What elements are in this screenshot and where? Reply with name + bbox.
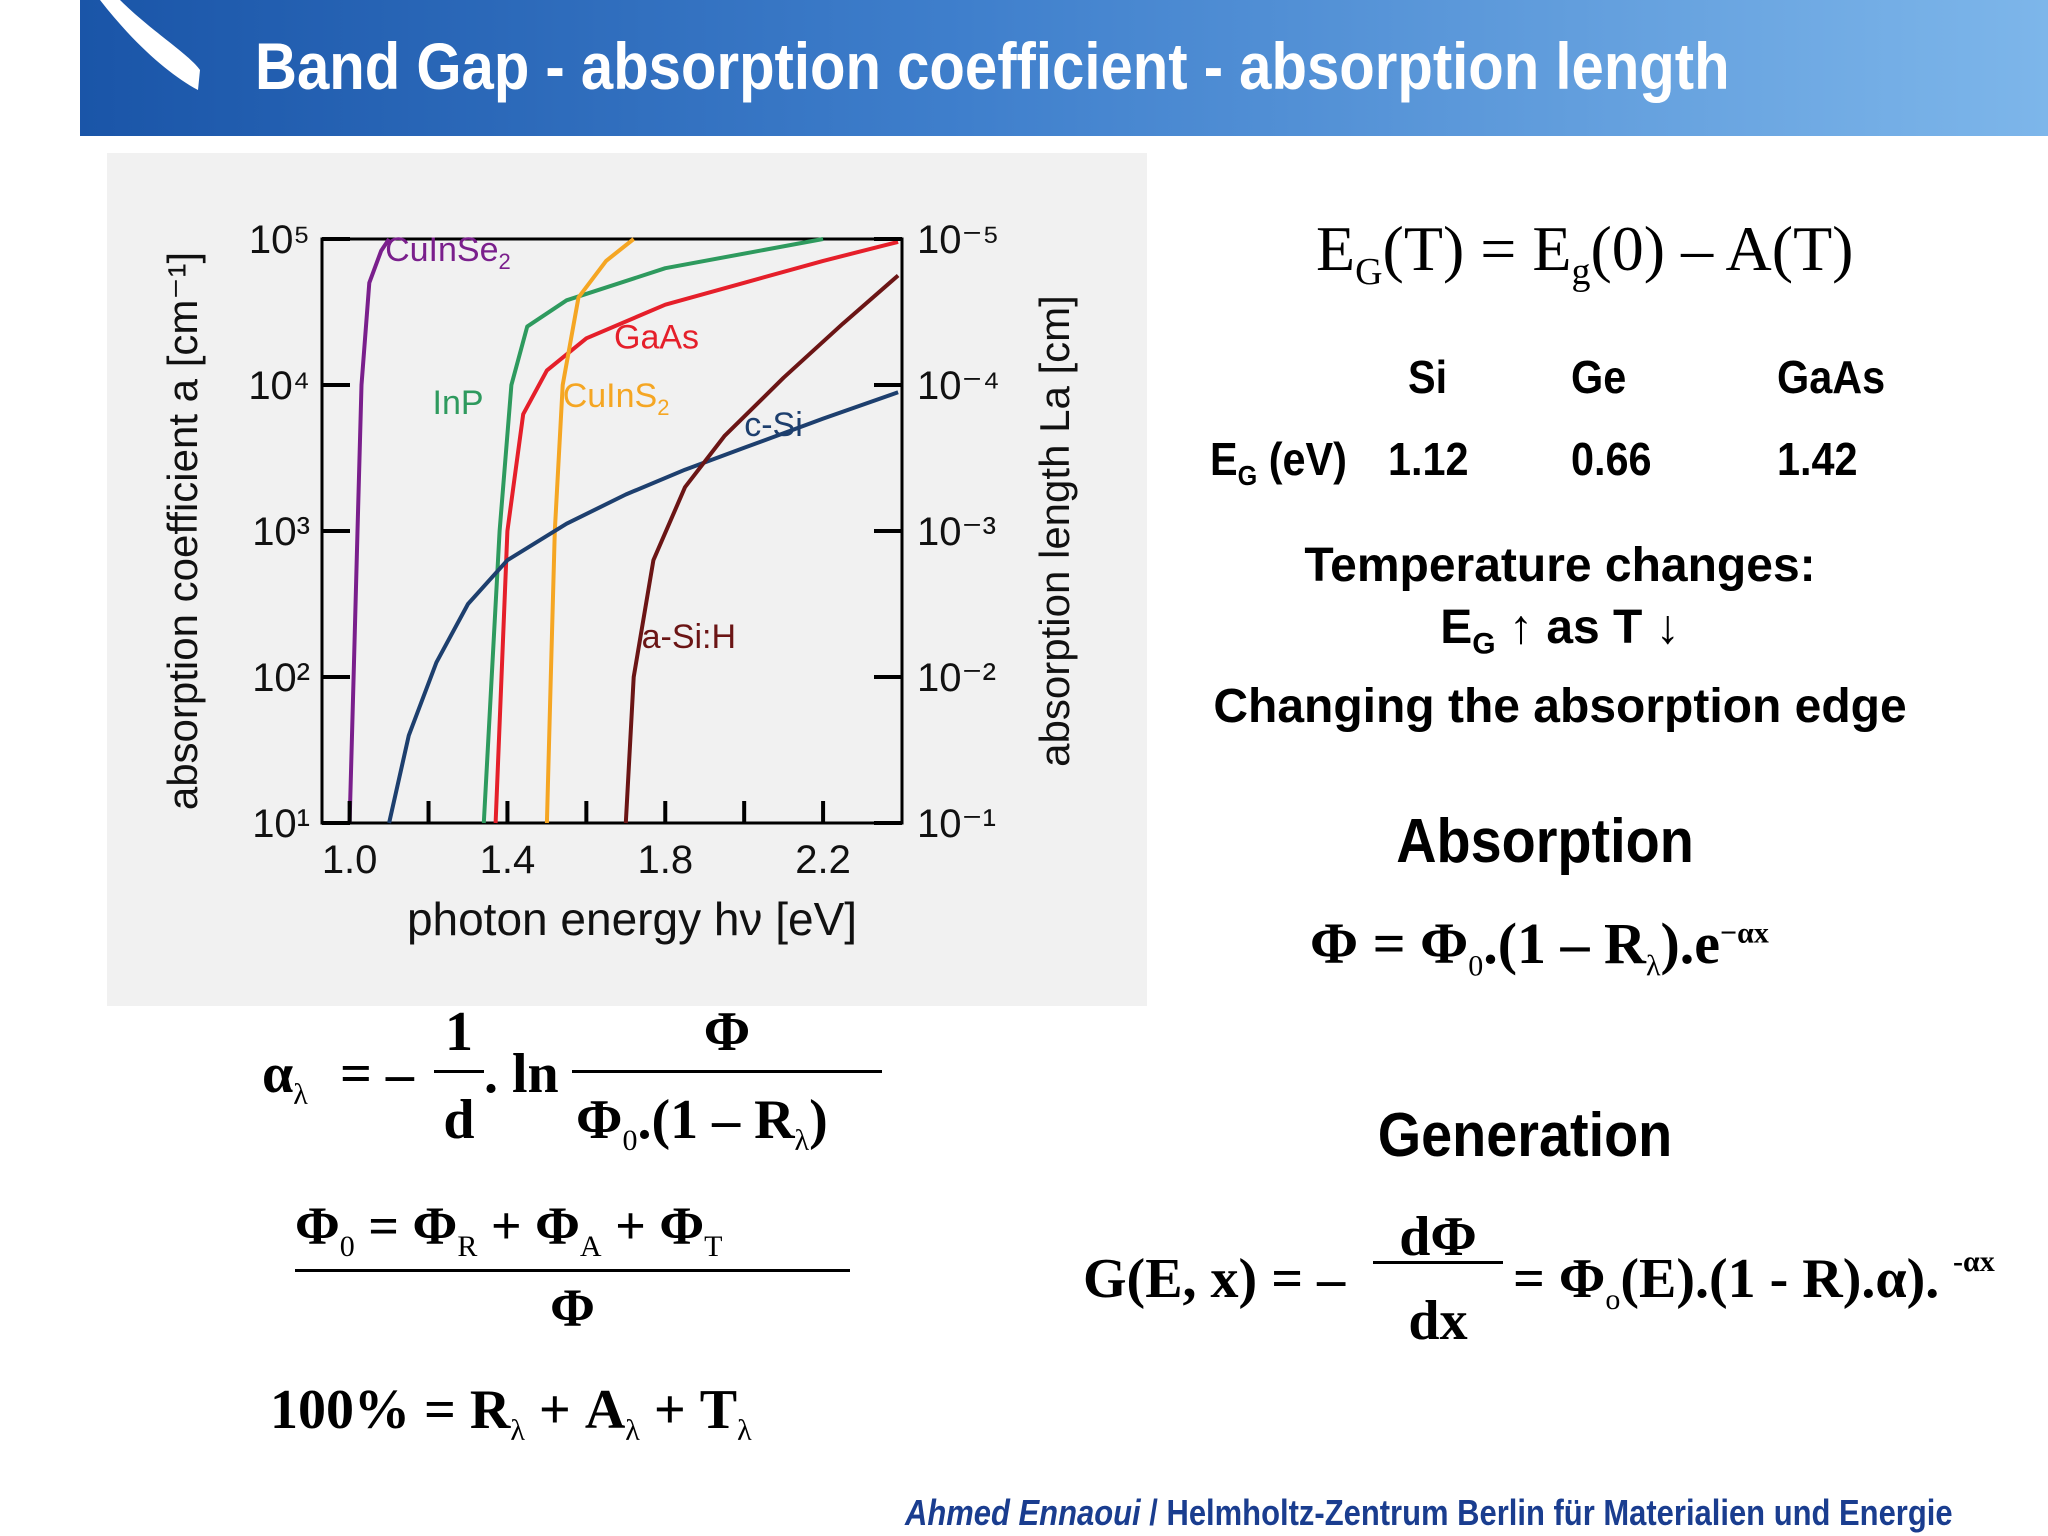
title-banner (80, 0, 2048, 136)
series-line-cuins2 (544, 237, 635, 824)
absorption-heading: Absorption (1396, 807, 1694, 876)
y-right-tick-label: 10⁻⁵ (917, 218, 999, 262)
y-right-tick-label: 10⁻⁴ (917, 364, 1000, 408)
temperature-line-2: EG ↑ as T ↓ (1440, 601, 1680, 661)
y-left-tick-label: 10⁵ (249, 218, 310, 262)
institution-name: Helmholtz-Zentrum Berlin für Materialien… (1166, 1492, 1953, 1533)
series-label-inp: InP (433, 384, 484, 422)
y-left-tick-label: 10⁴ (248, 364, 310, 408)
x-tick-label: 1.8 (637, 838, 693, 882)
x-tick-label: 1.4 (480, 838, 536, 882)
fraction-bar (434, 1070, 484, 1073)
author-name: Ahmed Ennaoui (905, 1492, 1141, 1533)
generation-heading: Generation (1377, 1101, 1673, 1170)
x-tick-label: 2.2 (795, 838, 851, 882)
fraction-bar (572, 1070, 882, 1073)
fraction-bar (295, 1269, 850, 1272)
series-label-cuinse2: CuInSe2 (385, 231, 511, 274)
y-right-tick-label: 10⁻³ (917, 510, 996, 554)
material-name: GaAs (1777, 351, 1886, 403)
y-right-tick-label: 10⁻² (917, 656, 996, 700)
footer-credit: Ahmed Ennaoui / Helmholtz-Zentrum Berlin… (905, 1492, 1953, 1533)
series-line-inp (481, 237, 824, 824)
y-right-tick-label: 10⁻¹ (917, 802, 996, 846)
bandgap-row-label: EG (eV) (1210, 433, 1347, 492)
y-left-axis-title: absorption coefficient a [cm⁻¹] (159, 252, 206, 810)
page-title: Band Gap - absorption coefficient - abso… (255, 29, 1730, 103)
absorption-equation: Φ = Φ0.(1 – Rλ).e−αx (1310, 911, 1769, 983)
material-name: Ge (1571, 351, 1627, 403)
absorption-chart: 10¹ 10⁻¹ 10² 10⁻² 10³ 10⁻³ 10⁴ 10⁻⁴ 10⁵ 10⁻⁵ 1.0 1.… (159, 218, 1078, 945)
temperature-line-3: Changing the absorption edge (1213, 679, 1907, 733)
series-line-c-si (387, 390, 899, 824)
series-line-a-si-h (623, 273, 900, 824)
fraction-bar (1373, 1261, 1503, 1264)
x-tick-label: 1.0 (322, 838, 378, 882)
series-label-c-si: c-Si (744, 406, 803, 444)
y-right-axis-title: absorption length La [cm] (1031, 295, 1078, 767)
absorption-chart-panel: 10¹ 10⁻¹ 10² 10⁻² 10³ 10⁻³ 10⁴ 10⁻⁴ 10⁵ 10⁻⁵ 1.0 1.… (107, 153, 1147, 1006)
series-label-gaas: GaAs (614, 319, 699, 357)
y-left-tick-label: 10² (252, 656, 310, 700)
bandgap-value: 0.66 (1571, 433, 1652, 485)
logo-swoosh-icon (100, 0, 200, 90)
bandgap-value: 1.42 (1777, 433, 1858, 485)
y-left-tick-label: 10³ (252, 510, 310, 554)
temperature-line-1: Temperature changes: (1304, 539, 1816, 592)
bandgap-value: 1.12 (1388, 433, 1469, 485)
y-left-tick-label: 10¹ (252, 802, 310, 846)
series-label-a-si-h: a-Si:H (642, 618, 736, 656)
material-name: Si (1408, 351, 1448, 403)
bandgap-temperature-equation: EG(T) = Eg(0) – A(T) (1316, 213, 1854, 293)
series-line-cuinse2 (347, 237, 391, 824)
temperature-note: Temperature changes: EG ↑ as T ↓ Changin… (1140, 535, 1980, 738)
energy-conservation-equation: 100% = Rλ + Aλ + Tλ (270, 1379, 752, 1448)
x-axis-title: photon energy hν [eV] (407, 893, 857, 945)
series-label-cuins2: CuInS2 (563, 377, 670, 420)
